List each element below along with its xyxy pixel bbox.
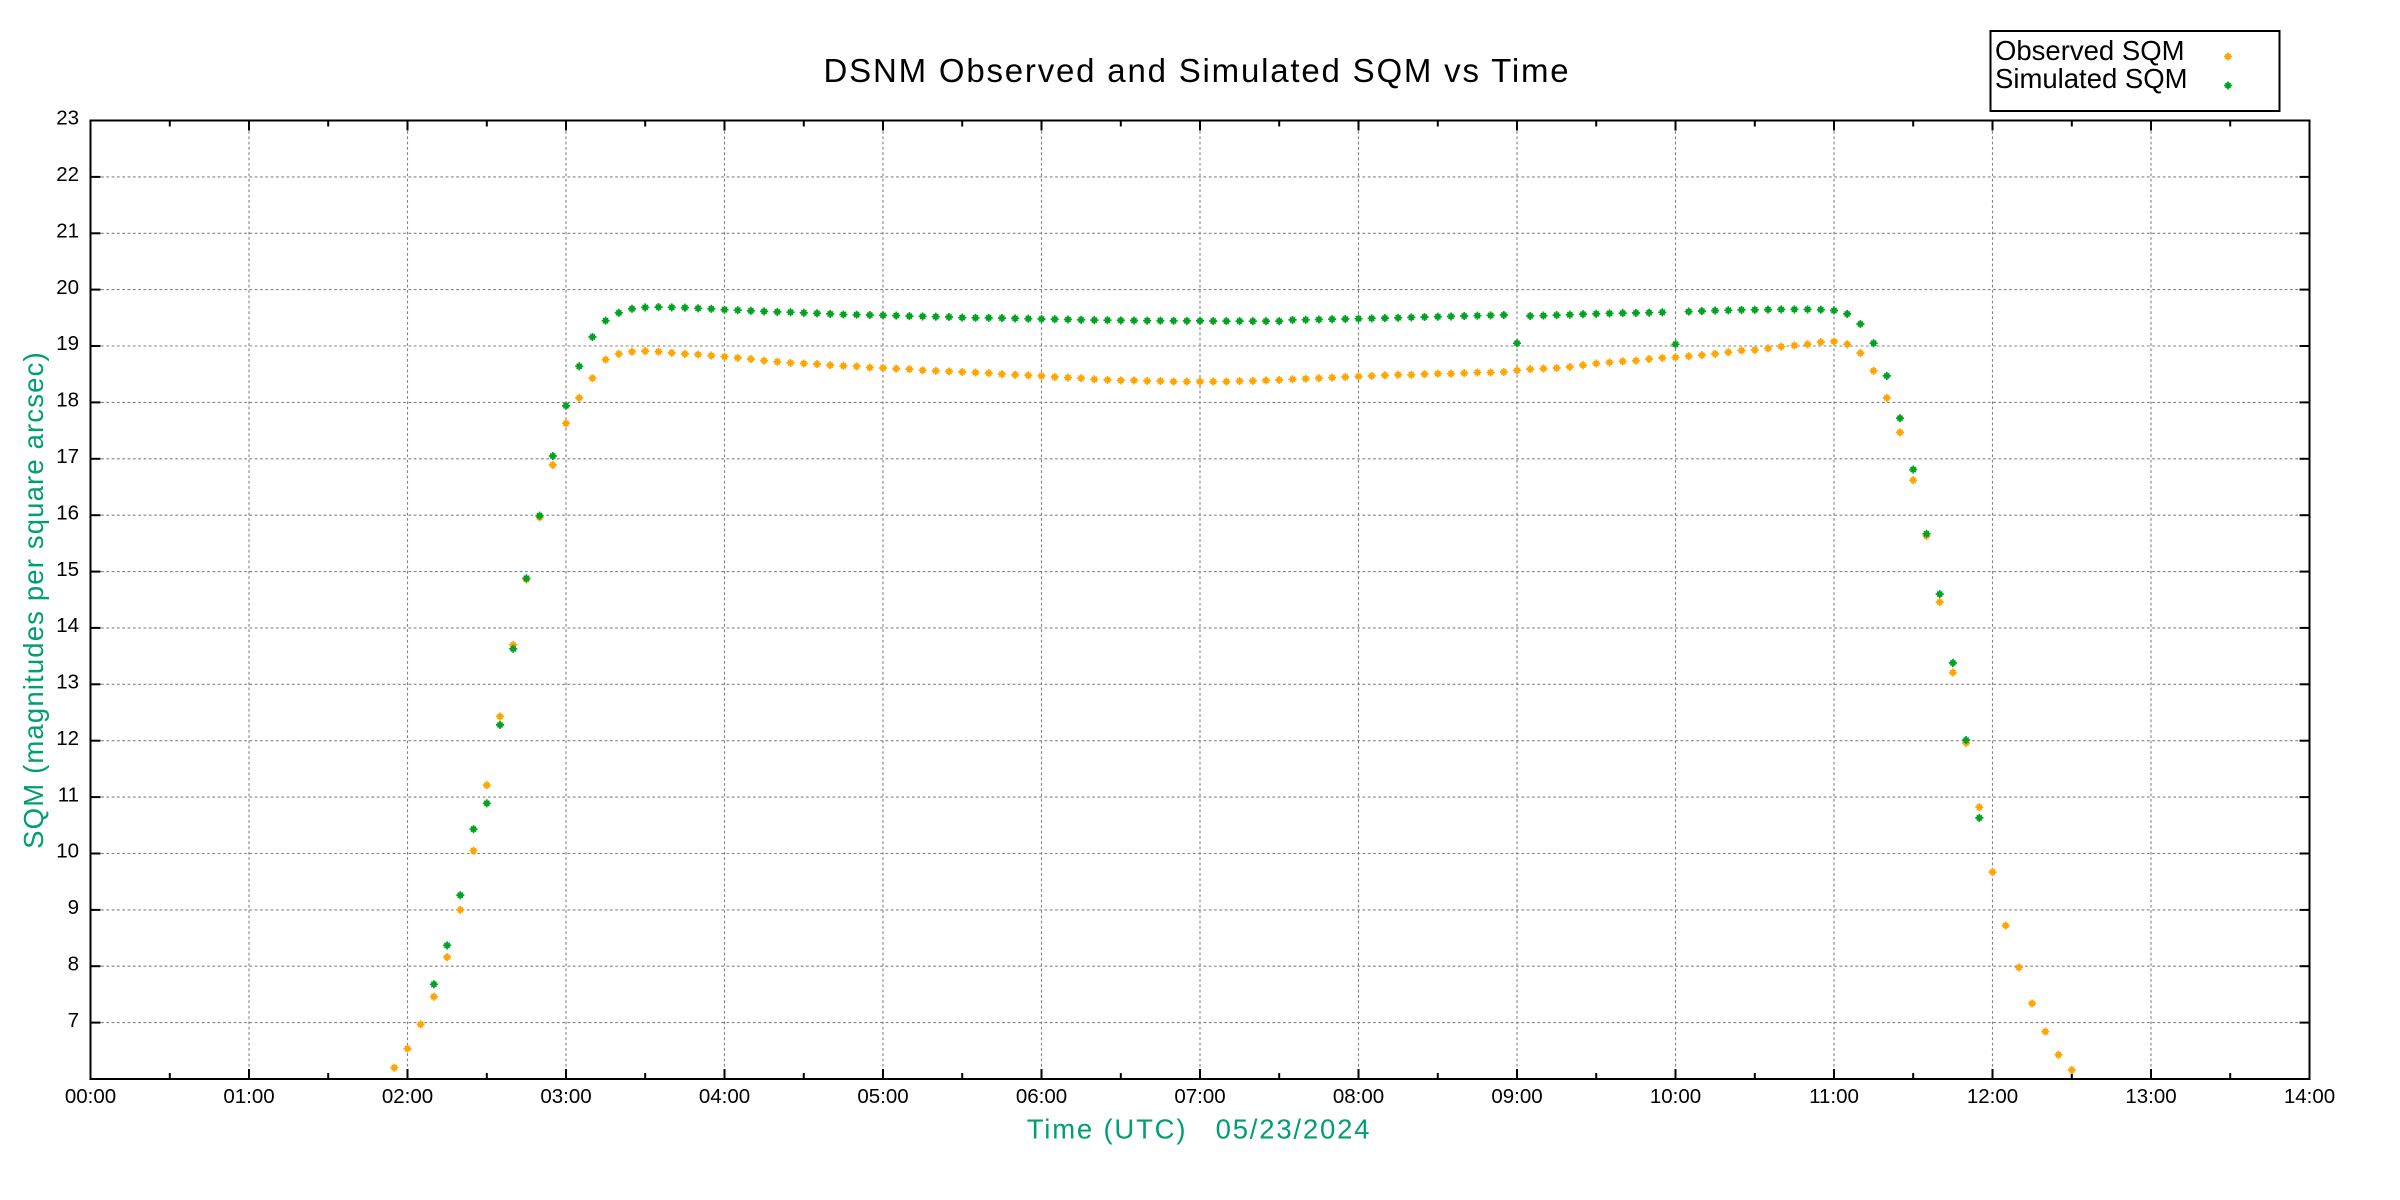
svg-text:05:00: 05:00 [857, 1085, 908, 1108]
svg-text:20: 20 [56, 276, 79, 299]
svg-text:06:00: 06:00 [1016, 1085, 1067, 1108]
svg-text:03:00: 03:00 [540, 1085, 591, 1108]
svg-text:00:00: 00:00 [65, 1085, 116, 1108]
svg-text:02:00: 02:00 [382, 1085, 433, 1108]
svg-text:SQM (magnitudes per square arc: SQM (magnitudes per square arcsec) [18, 351, 49, 849]
svg-text:12: 12 [56, 727, 79, 750]
svg-text:10:00: 10:00 [1650, 1085, 1701, 1108]
svg-text:Simulated SQM: Simulated SQM [1995, 63, 2188, 94]
svg-text:10: 10 [56, 840, 79, 863]
svg-text:DSNM Observed and Simulated SQ: DSNM Observed and Simulated SQM vs Time [824, 52, 1571, 89]
svg-text:21: 21 [56, 220, 79, 243]
svg-text:22: 22 [56, 163, 79, 186]
svg-text:13: 13 [56, 671, 79, 694]
svg-text:17: 17 [56, 445, 79, 468]
svg-text:07:00: 07:00 [1174, 1085, 1225, 1108]
svg-text:18: 18 [56, 389, 79, 412]
svg-text:13:00: 13:00 [2125, 1085, 2176, 1108]
svg-text:04:00: 04:00 [699, 1085, 750, 1108]
svg-text:08:00: 08:00 [1333, 1085, 1384, 1108]
svg-text:15: 15 [56, 558, 79, 581]
svg-text:09:00: 09:00 [1491, 1085, 1542, 1108]
svg-text:9: 9 [68, 896, 79, 919]
svg-text:Time (UTC) 05/23/2024: Time (UTC) 05/23/2024 [1027, 1114, 1372, 1145]
svg-text:01:00: 01:00 [223, 1085, 274, 1108]
svg-text:14:00: 14:00 [2284, 1085, 2335, 1108]
svg-text:8: 8 [68, 952, 79, 975]
svg-text:12:00: 12:00 [1967, 1085, 2018, 1108]
svg-text:11: 11 [58, 783, 79, 806]
svg-text:14: 14 [56, 614, 79, 637]
svg-text:23: 23 [56, 107, 79, 130]
svg-text:Observed SQM: Observed SQM [1995, 35, 2185, 66]
svg-text:11:00: 11:00 [1809, 1085, 1859, 1108]
svg-text:7: 7 [68, 1009, 79, 1032]
svg-text:16: 16 [56, 501, 79, 524]
svg-text:19: 19 [56, 332, 79, 355]
